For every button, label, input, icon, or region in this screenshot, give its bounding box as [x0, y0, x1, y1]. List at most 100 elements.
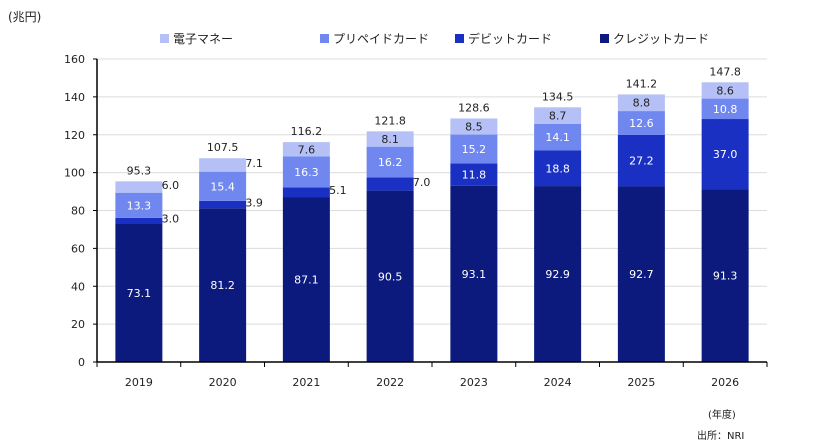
data-label: 10.8 — [713, 103, 738, 116]
data-label: 92.9 — [545, 268, 570, 281]
bar-segment — [282, 142, 330, 157]
data-label: 92.7 — [629, 268, 654, 281]
bar-segment — [701, 189, 749, 362]
total-label: 116.2 — [291, 125, 323, 138]
bar-segment — [450, 185, 498, 362]
bar-segment — [199, 171, 247, 201]
data-label: 8.6 — [716, 84, 734, 97]
y-tick-label: 60 — [71, 242, 85, 255]
bar-segment — [199, 200, 247, 209]
bar-segment — [366, 190, 414, 362]
legend-swatch — [600, 34, 609, 43]
data-label: 18.8 — [545, 162, 570, 175]
source-note: 出所：NRI — [697, 431, 745, 442]
data-label: 16.3 — [294, 166, 319, 179]
x-tick-label: 2024 — [544, 376, 572, 389]
data-label: 6.0 — [162, 179, 180, 192]
total-label: 121.8 — [374, 114, 406, 127]
x-tick-label: 2022 — [376, 376, 404, 389]
bar-segment — [534, 123, 582, 151]
legend-swatch — [160, 34, 169, 43]
data-label: 8.5 — [465, 121, 483, 134]
bar-segment — [534, 186, 582, 362]
data-label: 91.3 — [713, 270, 738, 283]
y-tick-label: 0 — [78, 356, 85, 369]
data-label: 7.0 — [413, 176, 431, 189]
bar-segment — [282, 197, 330, 362]
x-tick-label: 2025 — [627, 376, 655, 389]
total-label: 147.8 — [709, 65, 741, 78]
total-label: 128.6 — [458, 101, 490, 114]
legend-swatch — [455, 34, 464, 43]
data-label: 8.8 — [633, 97, 651, 110]
data-label: 8.1 — [381, 133, 399, 146]
bar-segment — [366, 146, 414, 178]
data-label: 93.1 — [462, 268, 487, 281]
data-label: 14.1 — [545, 131, 570, 144]
data-label: 3.0 — [162, 213, 180, 226]
data-label: 27.2 — [629, 155, 654, 168]
data-label: 13.3 — [127, 199, 152, 212]
bar-segment — [282, 187, 330, 198]
legend-label: 電子マネー — [173, 32, 233, 46]
x-tick-label: 2026 — [711, 376, 739, 389]
bar-segment — [115, 181, 163, 193]
x-tick-label: 2019 — [125, 376, 153, 389]
y-axis-unit: (兆円) — [8, 10, 42, 24]
bar-segment — [617, 186, 665, 362]
total-label: 107.5 — [207, 141, 239, 154]
bar-segment — [701, 98, 749, 120]
data-label: 37.0 — [713, 148, 738, 161]
data-label: 7.1 — [245, 157, 263, 170]
bar-segment — [534, 107, 582, 124]
bar-segment — [617, 134, 665, 187]
x-tick-label: 2020 — [209, 376, 237, 389]
y-tick-label: 100 — [64, 167, 85, 180]
total-label: 95.3 — [127, 164, 152, 177]
data-label: 90.5 — [378, 270, 403, 283]
y-tick-label: 40 — [71, 280, 85, 293]
legend-swatch — [320, 34, 329, 43]
data-label: 87.1 — [294, 274, 319, 287]
data-label: 73.1 — [127, 287, 152, 300]
data-label: 5.1 — [329, 184, 347, 197]
bar-segment — [282, 156, 330, 188]
data-label: 15.4 — [210, 180, 235, 193]
x-tick-label: 2021 — [292, 376, 320, 389]
bar-segment — [115, 192, 163, 218]
data-label: 12.6 — [629, 117, 654, 130]
data-label: 15.2 — [462, 143, 487, 156]
bar-segment — [115, 223, 163, 362]
y-tick-label: 80 — [71, 205, 85, 218]
legend-label: プリペイドカード — [333, 32, 429, 46]
bar-segment — [534, 150, 582, 187]
bar-segment — [366, 131, 414, 147]
data-label: 16.2 — [378, 156, 403, 169]
y-tick-label: 160 — [64, 53, 85, 66]
data-label: 11.8 — [462, 169, 487, 182]
data-label: 8.7 — [549, 110, 567, 123]
legend-label: クレジットカード — [613, 32, 709, 46]
bar-segment — [199, 158, 247, 172]
bar-segment — [701, 82, 749, 99]
bar-segment — [617, 94, 665, 112]
total-label: 141.2 — [626, 77, 658, 90]
x-axis-unit: (年度) — [708, 410, 736, 421]
data-label: 81.2 — [210, 279, 235, 292]
bar-segment — [199, 208, 247, 362]
bar-segment — [450, 118, 498, 135]
y-tick-label: 20 — [71, 318, 85, 331]
bar-segment — [450, 134, 498, 164]
legend-label: デビットカード — [468, 31, 552, 46]
y-tick-label: 140 — [64, 91, 85, 104]
data-label: 3.9 — [245, 197, 263, 210]
data-label: 7.6 — [298, 143, 316, 156]
bar-segment — [617, 111, 665, 135]
x-tick-label: 2023 — [460, 376, 488, 389]
total-label: 134.5 — [542, 90, 574, 103]
y-tick-label: 120 — [64, 129, 85, 142]
bar-segment — [450, 163, 498, 186]
bar-segment — [115, 217, 163, 224]
bar-segment — [701, 119, 749, 190]
